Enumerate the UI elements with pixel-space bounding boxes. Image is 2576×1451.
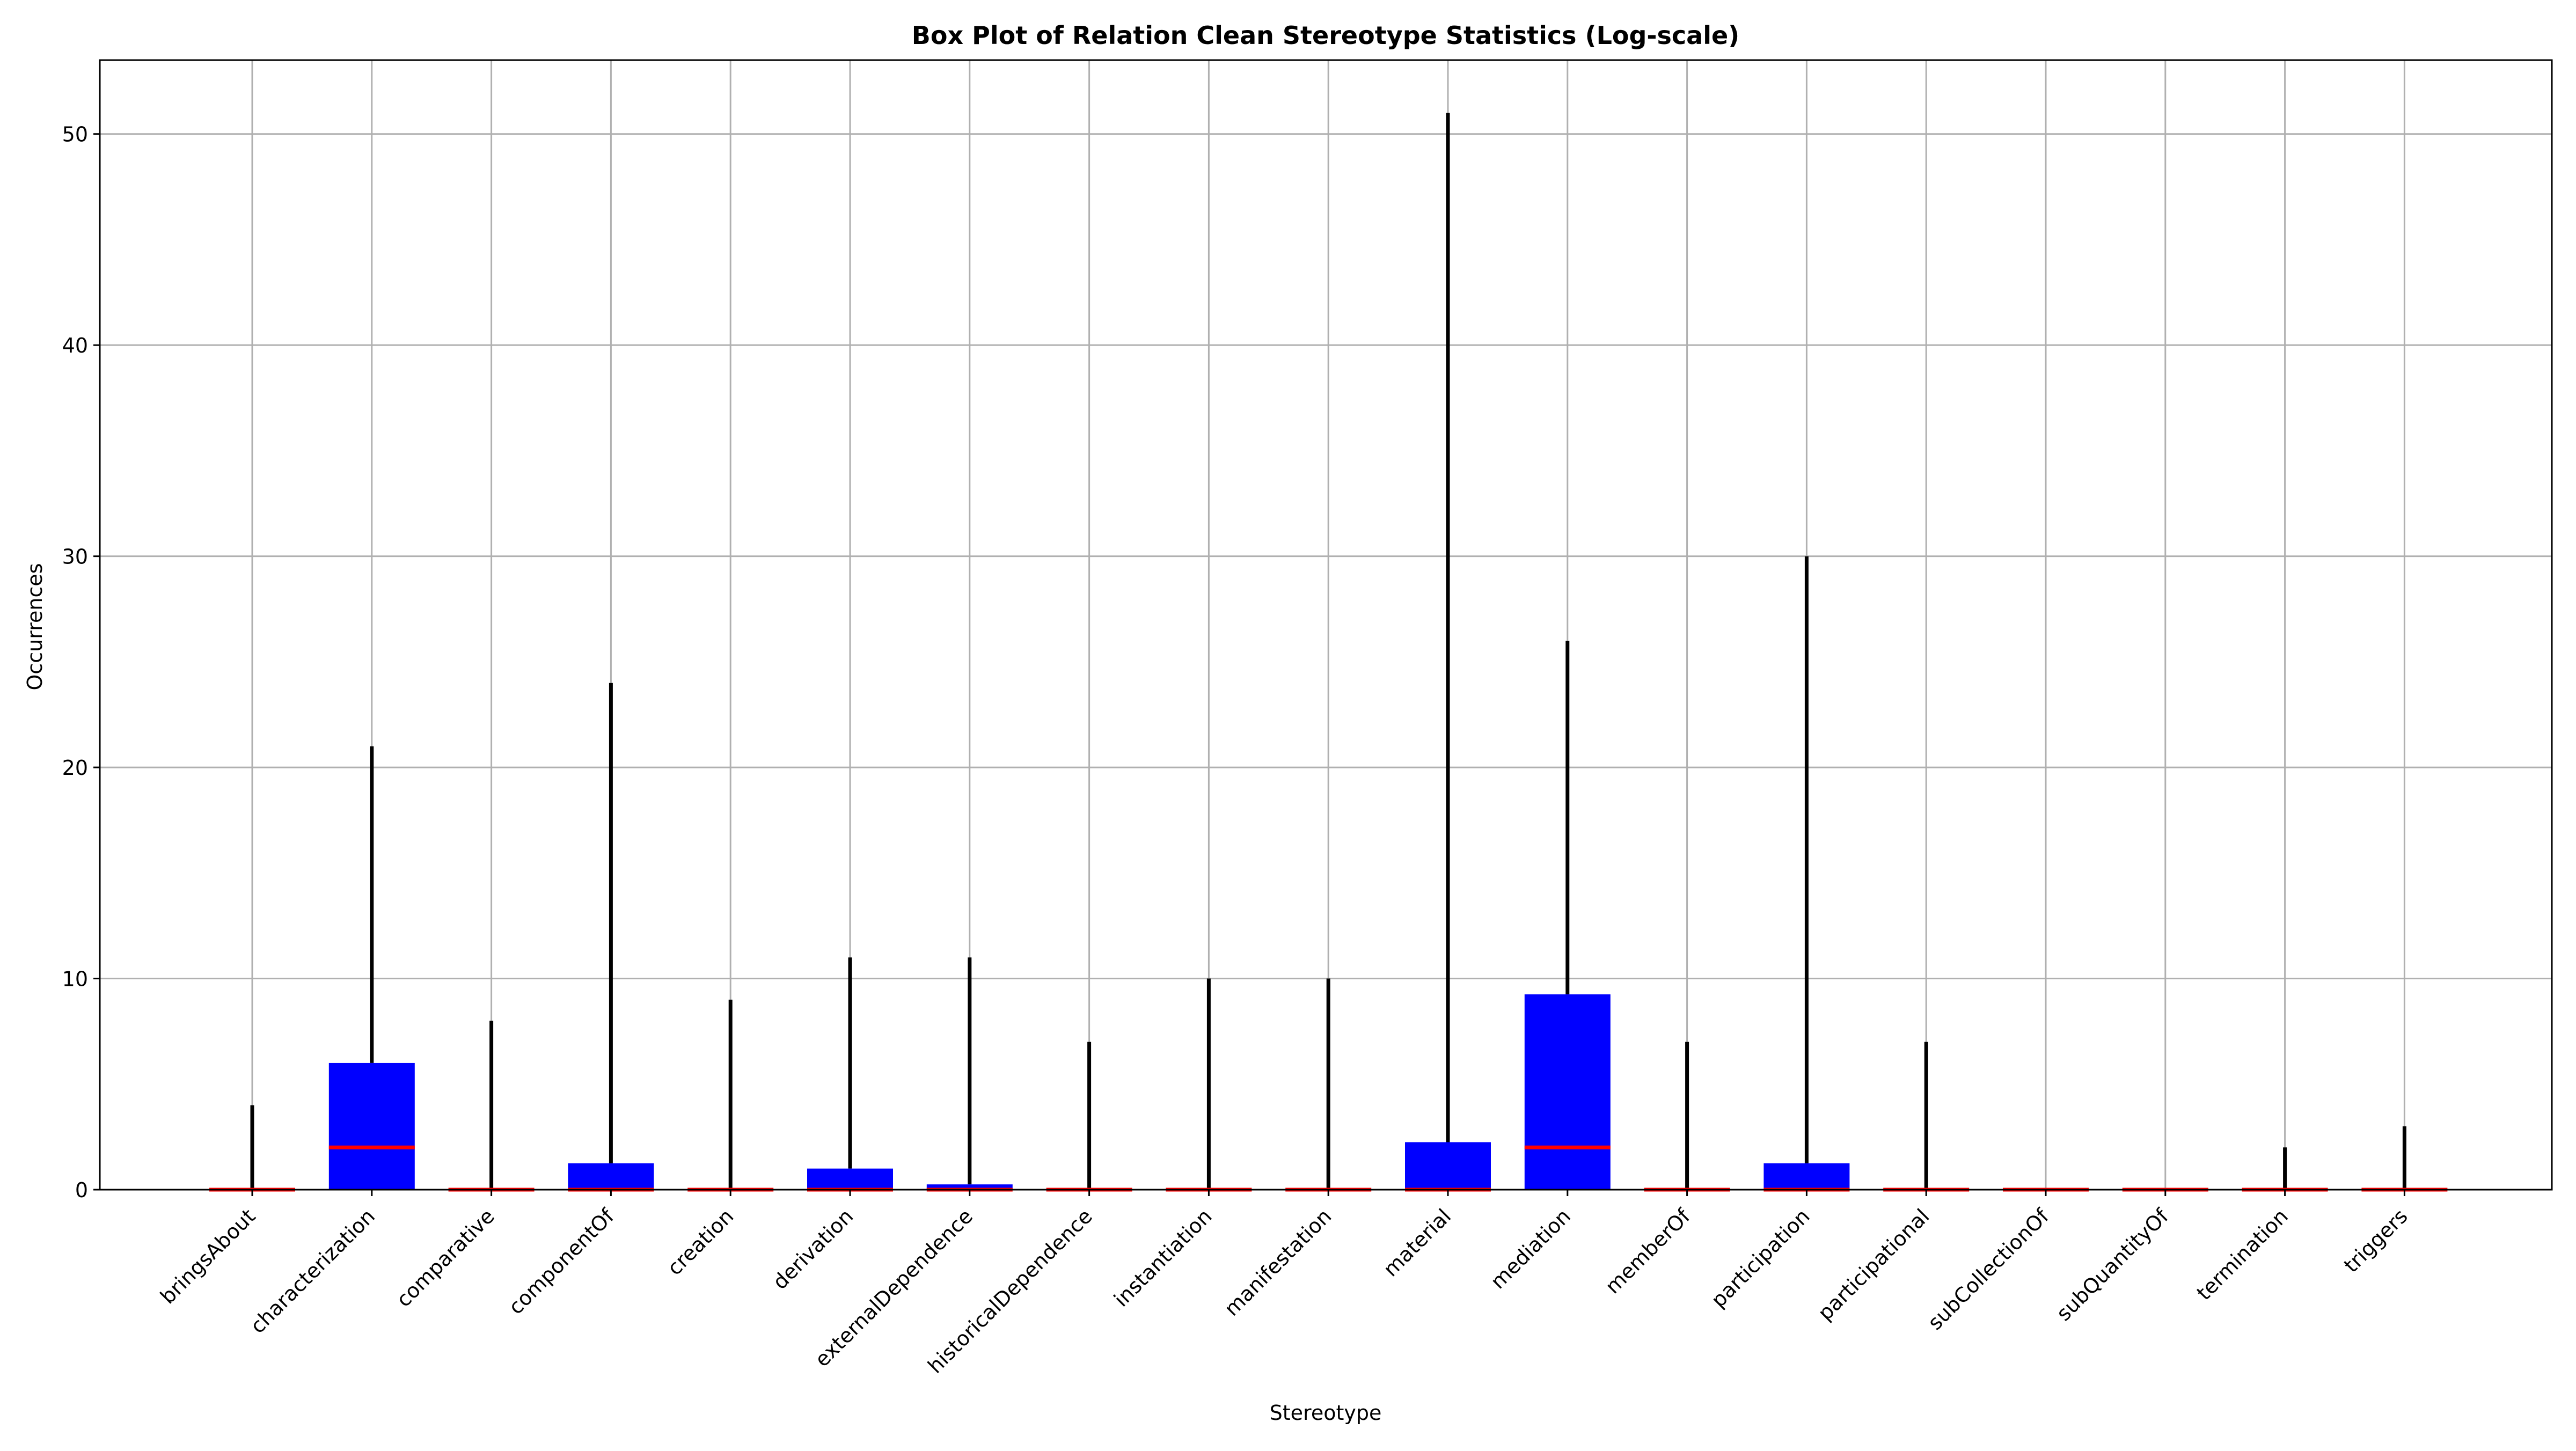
box-mediation: [1524, 641, 1611, 1190]
y-tick-label: 50: [62, 123, 88, 146]
box-iqr: [807, 1168, 893, 1190]
box-iqr: [328, 1062, 415, 1190]
box-iqr: [1405, 1142, 1491, 1190]
box-memberOf: [1644, 1042, 1730, 1192]
box-externalDependence: [926, 957, 1013, 1192]
x-tick-label: creation: [663, 1204, 738, 1280]
x-tick-label: participation: [1707, 1204, 1814, 1312]
x-axis-label: Stereotype: [1270, 1401, 1382, 1425]
plot-frame: [99, 59, 2553, 1191]
box-material: [1405, 113, 1491, 1192]
x-tick-label: termination: [2192, 1204, 2293, 1305]
grid: [100, 60, 2552, 1191]
box-creation: [687, 999, 774, 1192]
box-triggers: [2361, 1126, 2448, 1192]
box-historicalDependence: [1046, 1042, 1132, 1192]
box-participation: [1763, 556, 1850, 1192]
x-tick-label: material: [1379, 1204, 1455, 1281]
box-iqr: [1524, 994, 1611, 1190]
x-tick-label: subQuantityOf: [2052, 1204, 2174, 1325]
box-comparative: [448, 1021, 535, 1192]
x-tick-label: subCollectionOf: [1923, 1204, 2054, 1335]
box-bringsAbout: [209, 1105, 295, 1192]
y-tick-label: 20: [62, 756, 88, 780]
box-iqr: [926, 1184, 1013, 1190]
x-tick-label: derivation: [768, 1204, 858, 1294]
y-tick-label: 10: [62, 968, 88, 991]
x-tick-label: componentOf: [504, 1204, 619, 1319]
y-tick-label: 0: [75, 1178, 88, 1202]
chart-title: Box Plot of Relation Clean Stereotype St…: [912, 21, 1739, 50]
box-componentOf: [568, 683, 654, 1192]
y-tick-label: 30: [62, 545, 88, 569]
y-tick-label: 40: [62, 334, 88, 357]
x-tick-label: instantiation: [1109, 1204, 1217, 1311]
box-instantiation: [1166, 978, 1252, 1192]
box-manifestation: [1285, 978, 1372, 1192]
x-tick-label: manifestation: [1220, 1204, 1336, 1321]
box-iqr: [1763, 1163, 1850, 1190]
x-tick-label: participational: [1813, 1204, 1934, 1325]
box-participational: [1883, 1042, 1970, 1192]
box-characterization: [328, 746, 415, 1190]
x-tick-label: memberOf: [1601, 1204, 1695, 1298]
x-tick-label: characterization: [246, 1204, 379, 1338]
box-iqr: [568, 1163, 654, 1190]
x-tick-label: triggers: [2339, 1204, 2412, 1277]
y-axis-label: Occurrences: [23, 563, 47, 690]
x-tick-label: mediation: [1486, 1204, 1575, 1293]
box-termination: [2242, 1147, 2328, 1192]
box-derivation: [807, 957, 893, 1192]
x-tick-label: bringsAbout: [156, 1204, 260, 1308]
x-tick-label: comparative: [392, 1204, 499, 1311]
